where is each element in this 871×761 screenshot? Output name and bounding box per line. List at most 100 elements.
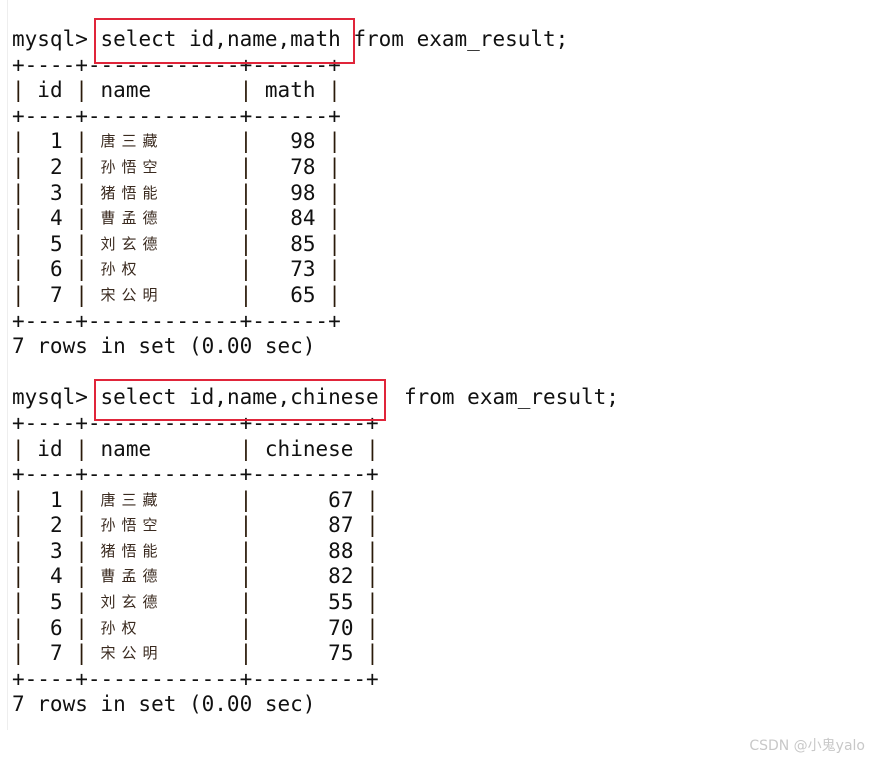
table-row: | 5 | 刘玄德 | 85 | (12, 232, 619, 258)
footer-text: 7 rows in set (0.00 sec) (12, 692, 316, 717)
cell-id: 2 (37, 154, 63, 179)
border-text: +----+------------+---------+ (12, 462, 379, 487)
border-text: +----+------------+---------+ (12, 410, 379, 435)
command-line: mysql> select id,name,math from exam_res… (12, 27, 619, 53)
column-header-value: math (264, 78, 316, 103)
cell-name-wrap: 刘玄德 (101, 590, 228, 616)
pipe: | (12, 564, 38, 589)
result-footer: 7 rows in set (0.00 sec) (12, 334, 619, 360)
table-border: +----+------------+------+ (12, 53, 619, 79)
pipe: | (12, 129, 38, 154)
sql-command: from exam_result; (340, 27, 569, 51)
pipe: | (227, 487, 265, 512)
cell-id: 5 (37, 590, 63, 615)
table-row: | 2 | 孙悟空 | 87 | (12, 513, 619, 539)
pipe: | (315, 231, 341, 256)
cell-name-wrap: 宋公明 (101, 641, 228, 667)
table-row: | 3 | 猪悟能 | 88 | (12, 539, 619, 565)
cell-score: 98 (264, 129, 316, 154)
pipe: | (353, 590, 379, 615)
pipe: | (12, 436, 38, 461)
cell-id: 6 (37, 615, 63, 640)
table-row: | 4 | 曹孟德 | 82 | (12, 564, 619, 590)
pipe: | (12, 615, 38, 640)
pipe: | (353, 487, 379, 512)
pipe: | (315, 78, 341, 103)
cell-name: 孙悟空 (100, 157, 164, 176)
pipe: | (227, 129, 265, 154)
cell-name: 猪悟能 (100, 183, 164, 202)
cell-name: 宋公明 (100, 644, 164, 663)
cell-name: 孙权 (100, 260, 143, 279)
border-text: +----+------------+---------+ (12, 666, 379, 691)
cell-name: 唐三藏 (100, 490, 164, 509)
cell-score: 87 (264, 513, 354, 538)
cell-id: 1 (37, 487, 63, 512)
cell-name: 猪悟能 (100, 541, 164, 560)
mysql-prompt: mysql> (12, 385, 101, 410)
column-header-value: chinese (264, 436, 354, 461)
pipe: | (227, 206, 265, 231)
cell-score: 55 (264, 590, 354, 615)
pipe: | (62, 538, 101, 563)
pipe: | (315, 257, 341, 282)
cell-score: 98 (264, 180, 316, 205)
column-header-name: name (100, 436, 227, 461)
cell-name: 刘玄德 (100, 234, 164, 253)
border-text: +----+------------+------+ (12, 308, 341, 333)
pipe: | (12, 257, 38, 282)
pipe: | (62, 564, 101, 589)
table-row: | 3 | 猪悟能 | 98 | (12, 181, 619, 207)
cell-score: 84 (264, 206, 316, 231)
cell-score: 67 (264, 487, 354, 512)
cell-name-wrap: 宋公明 (101, 283, 228, 309)
pipe: | (315, 282, 341, 307)
pipe: | (315, 154, 341, 179)
pipe: | (315, 206, 341, 231)
table-border: +----+------------+---------+ (12, 667, 619, 693)
table-row: | 1 | 唐三藏 | 67 | (12, 488, 619, 514)
column-header-id: id (37, 78, 63, 103)
cell-name: 曹孟德 (100, 567, 164, 586)
table-header: | id | name | chinese | (12, 437, 619, 463)
column-header-id: id (37, 436, 63, 461)
cell-name-wrap: 刘玄德 (101, 232, 228, 258)
cell-score: 75 (264, 641, 354, 666)
cell-id: 7 (37, 282, 63, 307)
cell-name-wrap: 曹孟德 (101, 206, 228, 232)
cell-score: 78 (264, 154, 316, 179)
pipe: | (62, 257, 101, 282)
pipe: | (353, 436, 379, 461)
pipe: | (12, 78, 38, 103)
pipe: | (353, 615, 379, 640)
table-row: | 7 | 宋公明 | 65 | (12, 283, 619, 309)
pipe: | (62, 590, 101, 615)
pipe: | (12, 513, 38, 538)
pipe: | (12, 154, 38, 179)
pipe: | (12, 180, 38, 205)
column-header-name: name (100, 78, 227, 103)
cell-name: 刘玄德 (100, 593, 164, 612)
pipe: | (226, 436, 265, 461)
table-border: +----+------------+---------+ (12, 411, 619, 437)
pipe: | (227, 564, 265, 589)
result-footer: 7 rows in set (0.00 sec) (12, 692, 619, 718)
pipe: | (227, 641, 265, 666)
pipe: | (227, 257, 265, 282)
table-row: | 6 | 孙权 | 73 | (12, 257, 619, 283)
cell-name-wrap: 唐三藏 (101, 129, 228, 155)
cell-id: 4 (37, 564, 63, 589)
watermark: CSDN @小鬼yalo (749, 738, 865, 754)
pipe: | (353, 564, 379, 589)
pipe: | (62, 641, 101, 666)
cell-name: 曹孟德 (100, 209, 164, 228)
table-row: | 7 | 宋公明 | 75 | (12, 641, 619, 667)
cell-name-wrap: 孙权 (101, 257, 228, 283)
border-text: +----+------------+------+ (12, 103, 341, 128)
cell-id: 7 (37, 641, 63, 666)
cell-name-wrap: 孙悟空 (101, 155, 228, 181)
sql-command-highlighted: select id,name,math (100, 27, 341, 51)
table-row: | 6 | 孙权 | 70 | (12, 616, 619, 642)
pipe: | (227, 513, 265, 538)
cell-name: 宋公明 (100, 285, 164, 304)
